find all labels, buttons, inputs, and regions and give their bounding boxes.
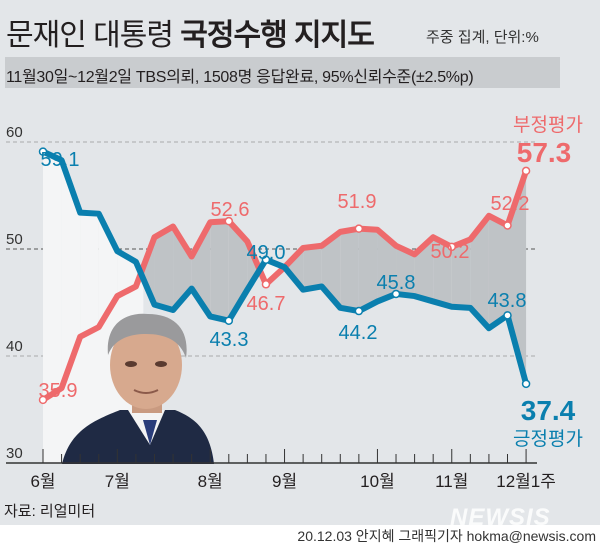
unit-note: 주중 집계, 단위:% (426, 29, 539, 46)
gap-area (43, 151, 62, 400)
survey-info-bar (5, 57, 560, 88)
negative-value-label: 52.6 (211, 199, 250, 221)
negative-point (354, 224, 364, 233)
negative-value-label: 57.3 (517, 137, 572, 168)
positive-point (521, 379, 531, 389)
y-tick-label: 40 (6, 338, 23, 355)
x-tick-label: 10월 (360, 472, 395, 491)
gap-area (451, 239, 471, 308)
positive-value-label: 44.2 (339, 322, 378, 344)
x-tick-label: 9월 (272, 472, 297, 491)
gap-area (173, 226, 192, 310)
negative-point (521, 166, 531, 176)
data-source: 자료: 리얼미터 (4, 503, 96, 520)
positive-point (391, 289, 401, 299)
title-bold: 국정수행 지지도 (180, 19, 375, 52)
y-tick-label: 30 (6, 445, 23, 462)
survey-info: 11월30일~12월2일 TBS의뢰, 1508명 응답완료, 95%신뢰수준(… (6, 69, 474, 86)
gap-area (433, 237, 452, 307)
gap-area (396, 245, 415, 297)
legend-positive: 긍정평가 (513, 428, 583, 450)
credit-line: 20.12.03 안지혜 그래픽기자 hokma@newsis.com (297, 528, 596, 544)
negative-value-label: 50.2 (431, 241, 470, 263)
x-tick-label: 7월 (105, 472, 130, 491)
positive-value-label: 43.8 (488, 290, 527, 312)
newsis-logo: NEWSIS (450, 504, 551, 531)
x-tick-label: 12월1주 (496, 472, 556, 491)
negative-point (38, 395, 48, 405)
positive-value-label: 59.1 (41, 149, 80, 171)
gap-area (61, 160, 81, 389)
positive-value-label: 43.3 (210, 329, 249, 351)
gap-area (303, 245, 322, 290)
positive-value-label: 45.8 (377, 272, 416, 294)
legend-negative: 부정평가 (513, 114, 583, 136)
gap-area (340, 228, 359, 312)
gap-area (470, 215, 489, 329)
negative-point (224, 216, 234, 226)
x-tick-label: 6월 (30, 472, 55, 491)
negative-point (503, 221, 512, 230)
y-tick-label: 50 (6, 231, 23, 248)
gap-area (80, 212, 99, 337)
positive-point (38, 147, 48, 156)
title-normal: 문재인 대통령 (6, 19, 181, 52)
gap-area (210, 221, 229, 321)
negative-value-label: 51.9 (338, 191, 377, 213)
positive-point (503, 311, 512, 320)
negative-point (261, 280, 271, 289)
negative-point (447, 242, 457, 252)
negative-value-label: 52.2 (491, 193, 530, 215)
gap-area (284, 247, 304, 290)
negative-value-label: 35.9 (39, 380, 78, 402)
gap-area (377, 229, 397, 302)
portrait-photo (62, 313, 214, 464)
positive-point (354, 306, 364, 316)
x-tick-label: 8월 (198, 472, 223, 491)
negative-value-label: 46.7 (247, 293, 286, 315)
y-tick-label: 60 (6, 124, 23, 141)
chart-title: 문재인 대통령 국정수행 지지도 (6, 10, 375, 54)
gap-area (488, 215, 508, 329)
positive-value-label: 37.4 (521, 395, 576, 426)
x-tick-label: 11월 (435, 472, 468, 491)
positive-point (261, 255, 271, 264)
positive-point (224, 316, 234, 325)
gap-area (358, 228, 378, 312)
positive-value-label: 49.0 (247, 242, 286, 264)
gap-area (154, 226, 174, 310)
